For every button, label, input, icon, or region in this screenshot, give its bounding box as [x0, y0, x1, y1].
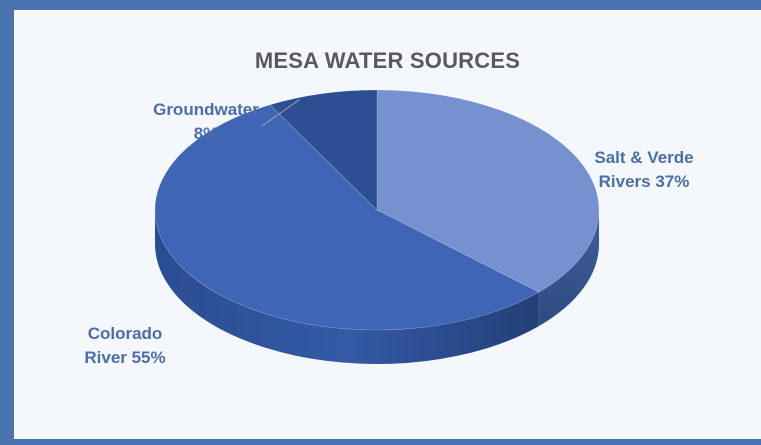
label-groundwater-line2: 8%: [193, 124, 219, 143]
label-groundwater-line1: Groundwater: [153, 100, 259, 119]
label-salt-verde: Salt & Verde Rivers 37%: [574, 146, 714, 194]
label-salt-line2: Rivers 37%: [598, 172, 690, 191]
pie-slice-colorado-river: [154, 104, 540, 331]
label-groundwater: Groundwater 8%: [146, 98, 266, 146]
label-salt-line1: Salt & Verde: [594, 148, 694, 167]
label-colorado-line2: River 55%: [84, 348, 166, 367]
chart-title: MESA WATER SOURCES: [254, 48, 521, 73]
pie-slice-salt-verde-rivers: [376, 89, 600, 293]
label-colorado-line1: Colorado: [87, 324, 163, 343]
label-colorado: Colorado River 55%: [70, 322, 180, 370]
pie-side-1: [155, 210, 539, 364]
pie-chart: [154, 89, 600, 364]
groundwater-leader-line: [261, 99, 300, 127]
chart-panel: MESA WATER SOURCES Groundwater 8% Salt &…: [14, 10, 761, 439]
pie-side-0: [538, 210, 599, 327]
pie-slice-groundwater: [269, 89, 378, 211]
